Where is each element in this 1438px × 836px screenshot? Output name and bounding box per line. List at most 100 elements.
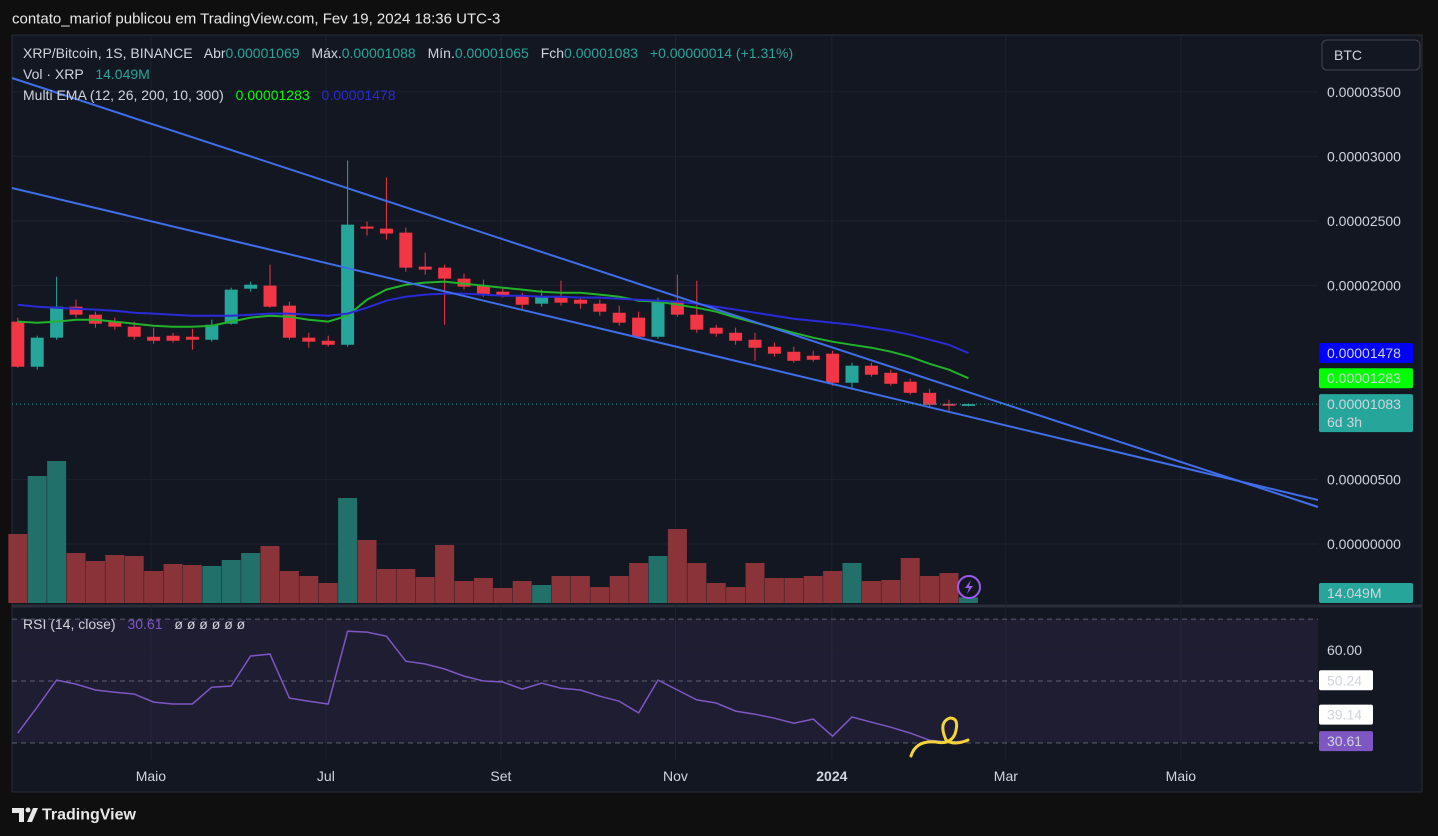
candle-body (535, 296, 549, 304)
currency-label[interactable]: BTC (1334, 47, 1362, 63)
change: +0.00000014 (+1.31%) (650, 45, 793, 61)
rsi-last-marker-box (1319, 731, 1373, 752)
candle-body (438, 267, 452, 279)
volume-bar (958, 597, 978, 603)
volume-bar (124, 556, 144, 603)
close-label: Fch (541, 45, 564, 61)
caption: contato_mariof publicou em TradingView.c… (12, 11, 500, 28)
chart-panel (11, 34, 1423, 793)
volume-bar (202, 566, 222, 603)
y-tick-label: 0.00000000 (1327, 536, 1401, 552)
volume-bar (842, 563, 862, 603)
last-price-marker: 0.00001083 (1327, 396, 1401, 412)
volume-bar (163, 564, 183, 603)
volume-bar (532, 585, 552, 603)
candle-body (651, 300, 665, 337)
currency-button[interactable] (1321, 39, 1421, 71)
volume-marker-box (1319, 583, 1413, 603)
volume-bar (551, 576, 571, 603)
volume-bar (861, 581, 881, 603)
volume-bar (221, 560, 241, 603)
candle-body (185, 336, 199, 340)
rsi-line (17, 630, 969, 743)
candle-body (69, 306, 83, 315)
candle-body (302, 337, 316, 342)
x-tick-label: Maio (1166, 768, 1197, 784)
rsi-title: RSI (14, close) (23, 616, 116, 632)
candle-body (573, 299, 587, 304)
candle-body (30, 337, 44, 367)
candle-body (554, 296, 568, 303)
volume-bar (318, 583, 338, 603)
volume-title: Vol · XRP (23, 66, 83, 82)
rsi-marker-box (1319, 704, 1373, 725)
volume-legend: Vol · XRP 14.049M (23, 66, 150, 82)
volume-bar (706, 583, 726, 603)
last-price-marker-box (1319, 394, 1413, 433)
candle-body (224, 289, 238, 324)
volume-bar (357, 540, 377, 603)
y-tick-label: 0.00000500 (1327, 471, 1401, 487)
y-tick-label: 0.00002000 (1327, 278, 1401, 294)
volume-bar (570, 576, 590, 603)
y-tick-label: 0.00003000 (1327, 148, 1401, 164)
x-tick-label: Mar (994, 768, 1018, 784)
candle-body (709, 327, 723, 334)
high-value: 0.00001088 (342, 45, 416, 61)
brand-logo (12, 808, 38, 822)
candle-body (845, 365, 859, 383)
candle-body (515, 295, 529, 305)
volume-bar (764, 578, 784, 603)
volume-bar (512, 581, 532, 603)
ema-value: 0.00001478 (322, 87, 396, 103)
low-label: Mín. (428, 45, 455, 61)
trend-line (11, 77, 1319, 508)
candle-body (263, 285, 277, 307)
candle-body (282, 305, 296, 338)
rsi-flags: ø ø ø ø ø ø (174, 616, 245, 632)
volume-bar (823, 571, 843, 603)
ema-legend: Multi EMA (12, 26, 200, 10, 300) 0.00001… (23, 87, 396, 103)
volume-bar (299, 576, 319, 603)
volume-bar (629, 563, 649, 603)
candle-body (748, 339, 762, 348)
candle-body (787, 351, 801, 361)
rsi-marker: 39.14 (1327, 707, 1362, 723)
alert-bolt (965, 580, 973, 594)
volume-bar (241, 553, 261, 603)
rsi-marker: 50.24 (1327, 672, 1362, 688)
candle-body (690, 314, 704, 330)
candle-body (476, 285, 490, 295)
candle-body (923, 392, 937, 405)
volume-bar (900, 558, 920, 603)
rsi-legend: RSI (14, close) 30.61 ø ø ø ø ø ø (23, 616, 246, 632)
volume-bar (803, 576, 823, 603)
volume-bar (66, 553, 86, 603)
ema-value: 0.00001283 (236, 87, 310, 103)
high-label: Máx. (311, 45, 341, 61)
open-value: 0.00001069 (226, 45, 300, 61)
volume-bar (144, 571, 164, 603)
candle-body (826, 353, 840, 383)
candle-body (321, 340, 335, 345)
candle-body (341, 224, 355, 345)
open-label: Abr (204, 45, 226, 61)
x-tick-label: Set (490, 768, 511, 784)
marks (8, 160, 978, 743)
grid (12, 35, 1318, 760)
volume-bar (609, 576, 629, 603)
candle-body (961, 404, 975, 406)
volume-bar (279, 571, 299, 603)
volume-bar (726, 587, 746, 603)
ema-marker: 0.00001283 (1327, 370, 1401, 386)
ema-marker: 0.00001478 (1327, 345, 1401, 361)
candle-body (11, 321, 25, 367)
candle-body (496, 291, 510, 296)
candle-body (612, 312, 626, 323)
price-legend: XRP/Bitcoin, 1S, BINANCE Abr0.00001069 M… (23, 45, 793, 61)
volume-bar (435, 545, 455, 603)
candle-body (457, 278, 471, 287)
volume-value: 14.049M (95, 66, 149, 82)
rsi-value: 30.61 (127, 616, 162, 632)
candle-body (806, 355, 820, 360)
